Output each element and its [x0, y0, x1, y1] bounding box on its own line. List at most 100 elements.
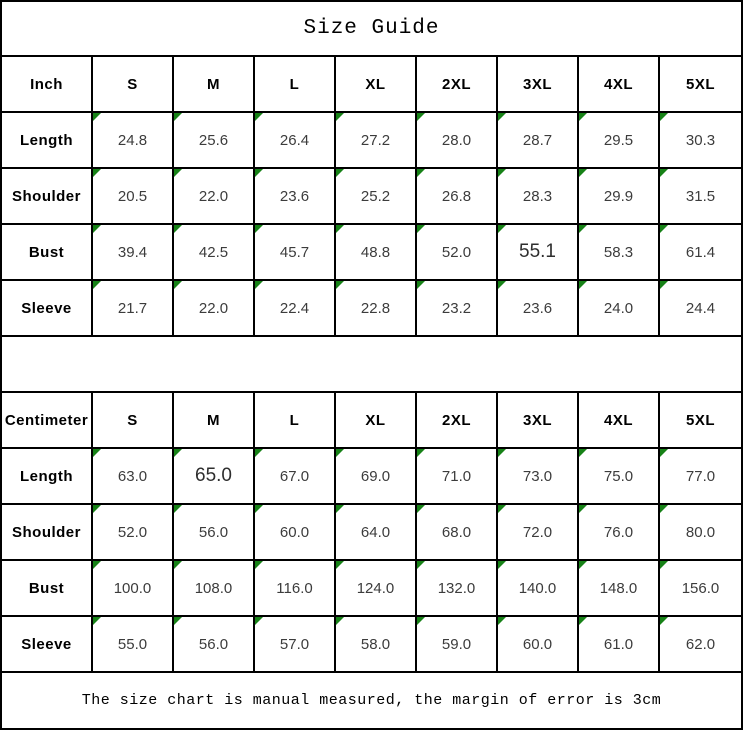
corner-marker-icon [660, 617, 668, 625]
corner-marker-icon [93, 225, 101, 233]
row-label-cell: Shoulder [2, 505, 93, 561]
size-header-cell: 4XL [579, 57, 660, 113]
corner-marker-icon [93, 113, 101, 121]
header-label: Length [20, 467, 73, 485]
cell-value: 72.0 [522, 523, 553, 541]
cell-value: 61.0 [603, 635, 634, 653]
data-cell: 58.3 [579, 225, 660, 281]
cell-value: 29.5 [603, 131, 634, 149]
data-cell: 21.7 [93, 281, 174, 337]
corner-marker-icon [336, 225, 344, 233]
cell-value: 28.3 [522, 187, 553, 205]
corner-marker-icon [660, 169, 668, 177]
cell-value: 28.0 [441, 131, 472, 149]
corner-marker-icon [660, 225, 668, 233]
cell-value: 63.0 [117, 467, 148, 485]
data-cell: 52.0 [93, 505, 174, 561]
data-cell: 24.8 [93, 113, 174, 169]
footer-note: The size chart is manual measured, the m… [81, 692, 662, 709]
corner-marker-icon [660, 561, 668, 569]
size-header-cell: L [255, 57, 336, 113]
cell-value: 116.0 [276, 579, 313, 597]
corner-marker-icon [255, 169, 263, 177]
row-label-cell: Sleeve [2, 281, 93, 337]
cell-value: 55.1 [519, 241, 556, 262]
size-header-cell: 5XL [660, 57, 741, 113]
data-cell: 59.0 [417, 617, 498, 673]
row-label-cell: Length [2, 113, 93, 169]
cell-value: 56.0 [198, 523, 229, 541]
size-header-cell: S [93, 393, 174, 449]
corner-marker-icon [498, 169, 506, 177]
data-cell: 68.0 [417, 505, 498, 561]
corner-marker-icon [498, 561, 506, 569]
data-cell: 61.4 [660, 225, 741, 281]
data-cell: 80.0 [660, 505, 741, 561]
size-header-cell: 3XL [498, 393, 579, 449]
data-cell: 67.0 [255, 449, 336, 505]
header-label: 4XL [603, 75, 633, 93]
data-cell: 28.0 [417, 113, 498, 169]
corner-marker-icon [255, 113, 263, 121]
data-cell: 108.0 [174, 561, 255, 617]
corner-marker-icon [417, 113, 425, 121]
data-cell: 60.0 [255, 505, 336, 561]
data-cell: 124.0 [336, 561, 417, 617]
cell-value: 24.4 [685, 299, 716, 317]
header-label: L [289, 75, 300, 93]
header-label: Sleeve [21, 299, 72, 317]
corner-marker-icon [174, 113, 182, 121]
data-cell: 22.4 [255, 281, 336, 337]
cell-value: 22.8 [360, 299, 391, 317]
corner-marker-icon [579, 449, 587, 457]
cell-value: 100.0 [113, 579, 152, 597]
data-cell: 20.5 [93, 169, 174, 225]
header-label: Bust [28, 579, 65, 597]
data-cell: 25.6 [174, 113, 255, 169]
cell-value: 30.3 [685, 131, 716, 149]
data-cell: 27.2 [336, 113, 417, 169]
corner-marker-icon [417, 617, 425, 625]
data-cell: 75.0 [579, 449, 660, 505]
corner-marker-icon [336, 113, 344, 121]
cell-value: 75.0 [603, 467, 634, 485]
corner-marker-icon [255, 225, 263, 233]
data-cell: 64.0 [336, 505, 417, 561]
cell-value: 108.0 [194, 579, 233, 597]
corner-marker-icon [93, 505, 101, 513]
header-label: M [207, 411, 220, 429]
header-label: XL [365, 75, 386, 93]
data-cell: 26.4 [255, 113, 336, 169]
header-label: 5XL [685, 75, 715, 93]
row-label-cell: Sleeve [2, 617, 93, 673]
cell-value: 61.4 [685, 243, 716, 261]
corner-marker-icon [579, 505, 587, 513]
data-cell: 56.0 [174, 617, 255, 673]
data-cell: 39.4 [93, 225, 174, 281]
cell-value: 140.0 [518, 579, 557, 597]
corner-marker-icon [255, 561, 263, 569]
header-label: Inch [30, 75, 63, 93]
size-header-cell: XL [336, 57, 417, 113]
header-label: 3XL [522, 75, 552, 93]
data-cell: 71.0 [417, 449, 498, 505]
corner-marker-icon [417, 225, 425, 233]
data-cell: 116.0 [255, 561, 336, 617]
cell-value: 29.9 [603, 187, 634, 205]
corner-marker-icon [174, 617, 182, 625]
corner-marker-icon [336, 281, 344, 289]
header-label: M [207, 75, 220, 93]
data-cell: 28.7 [498, 113, 579, 169]
cell-value: 39.4 [117, 243, 148, 261]
data-cell: 22.0 [174, 169, 255, 225]
header-label: S [127, 411, 138, 429]
header-label: Centimeter [4, 411, 89, 429]
header-label: Length [20, 131, 73, 149]
cell-value: 22.4 [279, 299, 310, 317]
cell-value: 25.2 [360, 187, 391, 205]
corner-marker-icon [660, 449, 668, 457]
cell-value: 58.0 [360, 635, 391, 653]
corner-marker-icon [336, 617, 344, 625]
data-cell: 76.0 [579, 505, 660, 561]
inch-size-table: Inch S M L XL 2XL 3XL 4XL 5XL Length 24.8 25.6 26.4 2… [2, 57, 741, 337]
